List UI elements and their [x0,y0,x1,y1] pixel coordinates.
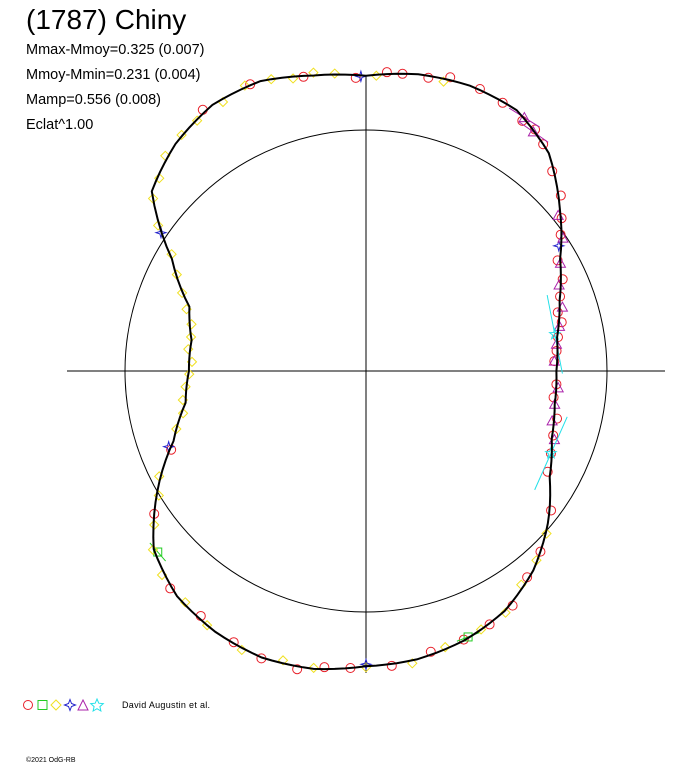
stat-mmoy-mmin: Mmoy-Mmin=0.231 (0.004) [26,67,201,83]
obs-red-circle [445,72,456,83]
legend-purple-triangle-icon [77,698,89,711]
obs-yellow-diamond [308,662,319,674]
obs-yellow-diamond [265,74,277,85]
obs-yellow-diamond [439,641,451,653]
stat-eclat: Eclat^1.00 [26,117,94,133]
obs-yellow-diamond [287,73,299,84]
obs-red-circle [228,637,239,648]
obs-green-square [153,547,163,557]
legend-blue-star-icon [63,698,77,712]
obs-yellow-diamond [277,655,289,666]
copyright: ©2021 OdG-RB [26,757,76,764]
obs-blue-star4 [154,225,168,240]
obs-yellow-diamond [239,80,251,91]
obs-yellow-diamond [184,368,195,380]
legend-yellow-diamond-icon [50,699,62,711]
obs-yellow-diamond [171,423,182,435]
obs-red-circle [425,646,436,657]
legend-red-circle-icon [23,700,33,710]
stat-mamp: Mamp=0.556 (0.008) [26,92,162,108]
obs-purple-triangle [553,320,566,331]
legend-symbols [23,697,105,713]
obs-green-square [463,632,473,642]
stat-mmax-mmoy: Mmax-Mmoy=0.325 (0.007) [26,42,205,58]
obs-yellow-diamond [329,68,340,79]
obs-red-circle [557,274,568,285]
obs-purple-triangle [552,381,565,393]
obs-blue-star4 [359,657,373,672]
obs-yellow-diamond [186,319,197,330]
obs-red-circle [386,660,397,671]
obs-red-circle [319,662,330,673]
obs-red-circle [535,546,546,557]
reference-circle [124,129,608,613]
obs-yellow-diamond [308,67,319,78]
obs-red-circle [484,619,495,630]
legend-cyan-star-icon [89,697,105,713]
lightcurve-polar-curve [150,72,563,671]
obs-red-circle [423,72,434,83]
obs-red-circle [552,307,563,318]
legend-green-square-icon [37,700,48,710]
obs-yellow-diamond [500,607,511,618]
obs-purple-triangle [546,414,558,426]
obs-yellow-diamond [153,490,165,501]
obs-red-circle [546,505,557,516]
chart-title: (1787) Chiny [26,4,187,35]
obs-red-circle [292,664,303,675]
obs-yellow-diamond [191,115,203,126]
obs-purple-triangle [527,125,540,137]
obs-yellow-diamond [147,544,159,555]
obs-yellow-diamond [152,220,164,231]
obs-red-circle [497,97,508,108]
obs-red-circle [538,139,549,150]
obs-yellow-diamond [541,528,552,539]
obs-purple-triangle [550,338,563,349]
obs-yellow-diamond [154,172,165,184]
obs-red-circle [556,317,567,328]
obs-red-circle [381,67,392,78]
obs-cyan-star5-errorbar [546,294,563,374]
obs-yellow-diamond [177,408,189,419]
obs-red-circle [552,413,563,424]
obs-yellow-diamond [176,287,188,299]
legend: David Augustin et al. [22,697,210,713]
obs-red-circle [555,190,566,201]
legend-label: David Augustin et al. [122,700,211,710]
